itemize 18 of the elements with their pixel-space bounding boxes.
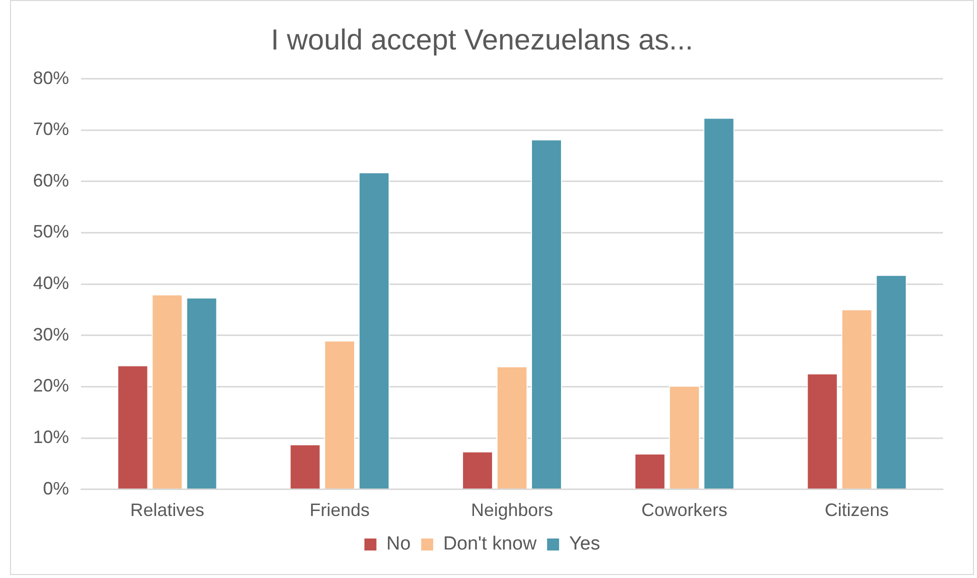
x-tick-label: Coworkers: [641, 500, 728, 520]
x-tick-label: Friends: [310, 500, 370, 520]
y-tick-label: 40%: [32, 273, 70, 294]
legend-label: No: [386, 534, 411, 555]
chart-title: I would accept Venezuelans as...: [270, 24, 694, 56]
y-tick-label: 60%: [32, 170, 70, 190]
y-tick-label: 50%: [32, 222, 70, 242]
y-tick-label: 10%: [32, 427, 70, 448]
legend-label: Yes: [569, 534, 600, 555]
y-tick-label: 20%: [32, 376, 70, 396]
x-tick-label: Citizens: [824, 500, 889, 520]
y-tick-label: 80%: [32, 68, 70, 88]
y-tick-label: 0%: [43, 478, 70, 498]
x-tick-label: Relatives: [130, 500, 204, 520]
y-tick-label: 30%: [32, 324, 70, 344]
legend-label: Don't know: [443, 534, 537, 555]
y-tick-label: 70%: [32, 119, 70, 140]
x-tick-label: Neighbors: [470, 500, 554, 520]
